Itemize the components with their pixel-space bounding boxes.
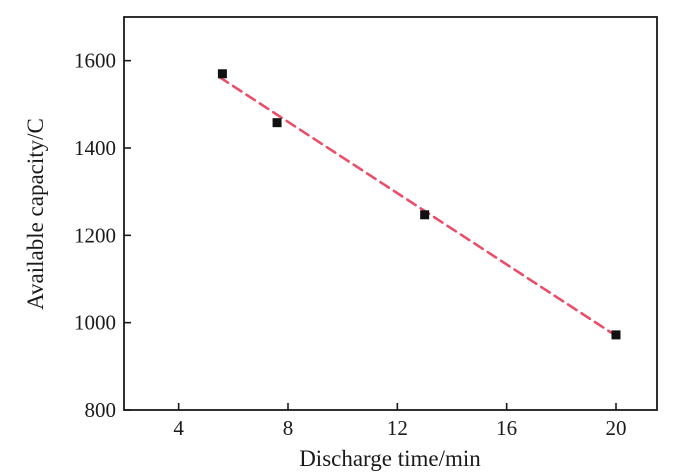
x-tick-label: 12 [387,416,408,440]
y-tick-label: 1000 [74,311,116,335]
x-tick-label: 4 [173,416,184,440]
fit-line [218,75,618,338]
x-axis-title: Discharge time/min [299,446,481,471]
y-tick-label: 1400 [74,136,116,160]
x-tick-label: 20 [606,416,627,440]
data-point [420,210,430,220]
data-point [217,69,227,79]
data-points [217,69,621,340]
y-tick-label: 1200 [74,223,116,247]
fit-line-layer [218,75,618,338]
y-tick-label: 1600 [74,49,116,73]
plot-frame [123,16,658,411]
data-point [272,118,282,128]
data-point [611,330,621,340]
x-axis-ticks: 4 8 12 16 20 [173,403,627,440]
x-tick-label: 8 [283,416,294,440]
y-axis-ticks: 800 1000 1200 1400 1600 [74,49,131,422]
y-tick-label: 800 [85,398,117,422]
x-tick-label: 16 [496,416,517,440]
y-axis-title: Available capacity/C [23,118,48,310]
